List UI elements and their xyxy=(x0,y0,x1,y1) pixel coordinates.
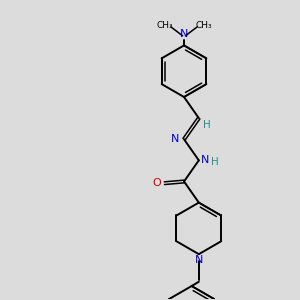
Text: N: N xyxy=(180,29,188,39)
Text: H: H xyxy=(211,157,219,167)
Text: CH₃: CH₃ xyxy=(156,20,172,29)
Text: N: N xyxy=(201,155,209,165)
Text: O: O xyxy=(153,178,161,188)
Text: H: H xyxy=(203,120,211,130)
Text: N: N xyxy=(195,255,203,265)
Text: N: N xyxy=(171,134,179,144)
Text: CH₃: CH₃ xyxy=(195,20,212,29)
